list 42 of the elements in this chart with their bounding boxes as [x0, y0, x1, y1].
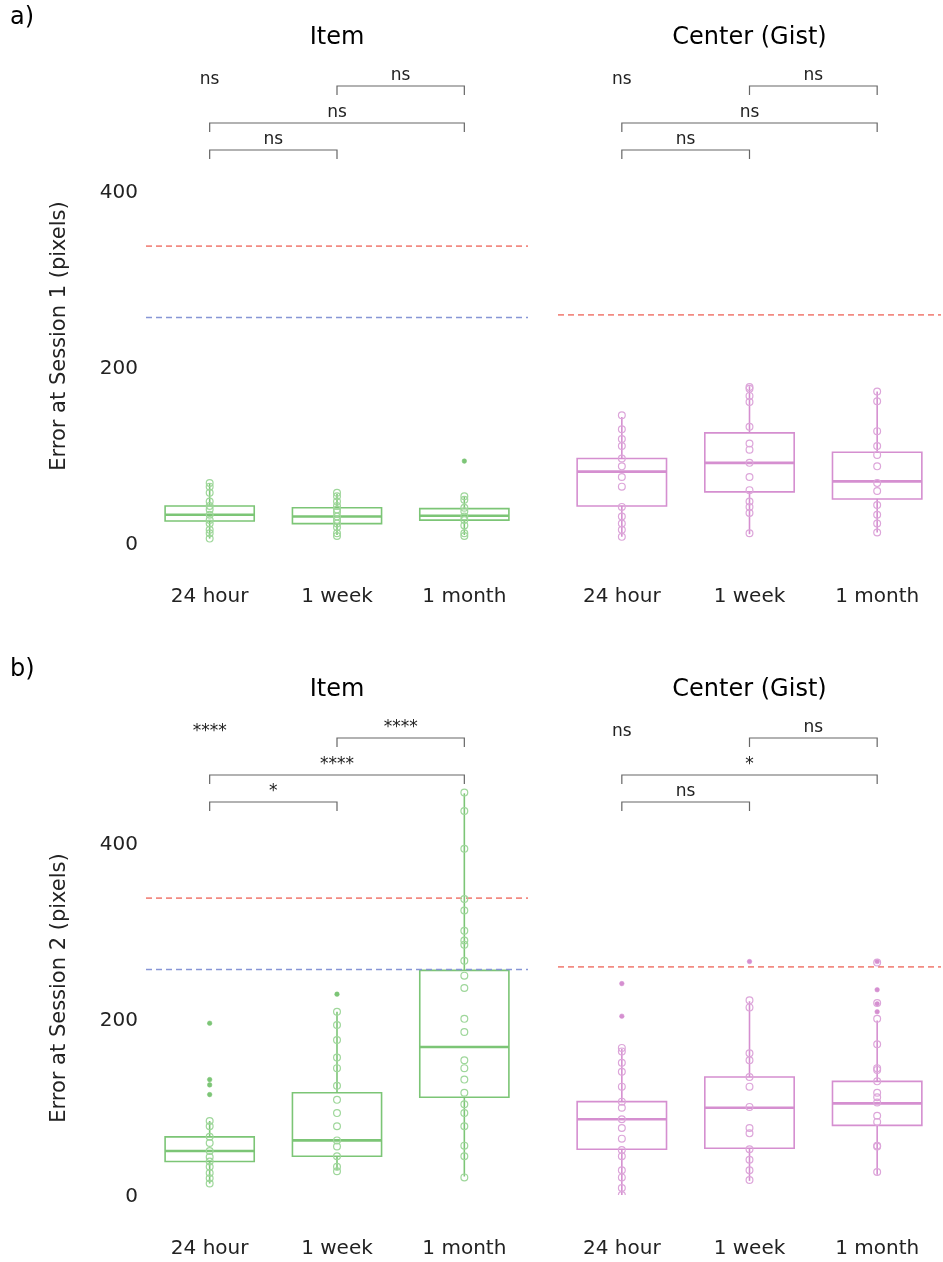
text: ns — [327, 101, 347, 121]
annotation: ns — [675, 780, 696, 800]
text: **** — [320, 753, 354, 773]
text: ns — [199, 68, 220, 88]
text: * — [745, 753, 754, 773]
x-tick-label: 24 hour — [583, 1235, 662, 1260]
chart-title: Item — [308, 674, 366, 702]
x-tick-label: 1 month — [835, 583, 920, 608]
text: ns — [739, 101, 760, 121]
x-tick-label: 24 hour — [170, 1235, 250, 1260]
annotation: ns — [263, 128, 284, 148]
y-tick-label: 400 — [99, 178, 138, 203]
y-tick-label: 0 — [125, 531, 138, 556]
x-tick-label: 1 month — [422, 1235, 507, 1260]
annotation: * — [269, 780, 278, 800]
x-tick-label: 1 month — [422, 583, 507, 608]
x-tick-label: 24 hour — [170, 583, 250, 608]
y-tick-label: 200 — [99, 354, 138, 379]
y-tick-label: 400 — [99, 830, 138, 855]
text: ns — [390, 64, 411, 84]
y-axis-title: Error at Session 2 (pixels) — [46, 853, 71, 1123]
text: ns — [803, 64, 824, 84]
text: ns — [803, 716, 824, 736]
text: ns — [612, 720, 632, 740]
text: b) — [10, 654, 35, 682]
x-tick-label: 24 hour — [583, 583, 662, 608]
chart-title: Center (Gist) — [671, 674, 828, 702]
chart-title: Item — [308, 22, 366, 50]
x-tick-label: 1 week — [713, 1235, 786, 1260]
y-tick-label: 200 — [99, 1006, 138, 1031]
annotation: ns — [675, 128, 696, 148]
x-tick-label: 1 month — [835, 1235, 920, 1260]
x-tick-label: 1 week — [301, 1235, 374, 1260]
chart-title: Center (Gist) — [671, 22, 828, 50]
y-tick-label: 0 — [125, 1183, 138, 1208]
x-tick-label: 1 week — [301, 583, 374, 608]
x-tick-label: 1 week — [713, 583, 786, 608]
text: **** — [383, 716, 418, 736]
y-axis-title: Error at Session 1 (pixels) — [46, 201, 71, 471]
text: a) — [10, 2, 35, 30]
text: **** — [192, 720, 227, 740]
text: ns — [612, 68, 632, 88]
